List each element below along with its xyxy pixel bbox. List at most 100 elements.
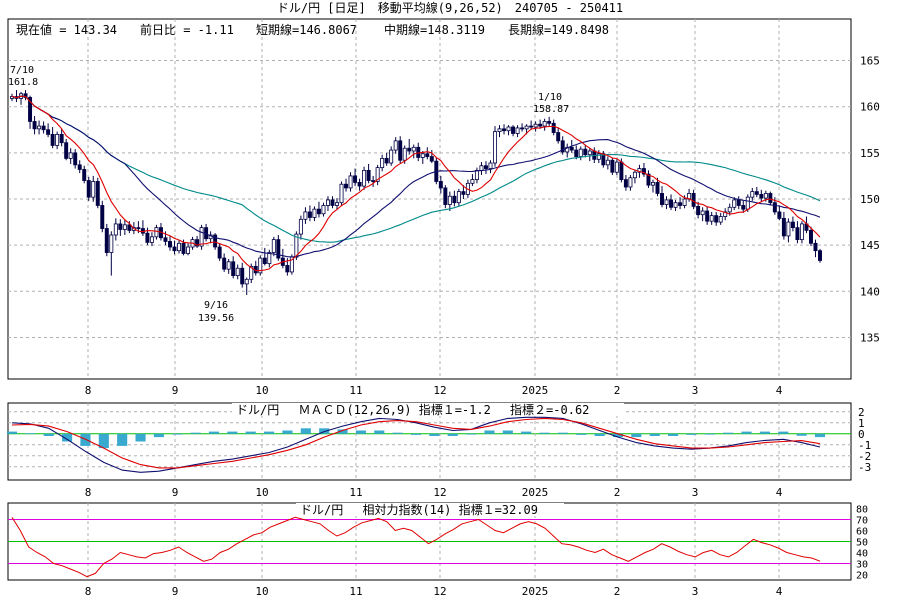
x-axis-month-label: 11 [349,384,362,397]
ma-mid-line [11,95,821,258]
candle-up [393,140,398,151]
price-y-axis: 135 140 145 150 155 160 165 [860,55,880,345]
annotation-high1-date: 7/10 [10,65,34,76]
x-axis-month-label: 2 [614,486,621,499]
price-y-tick-label: 135 [860,331,880,344]
x-axis-month-label: 11 [349,486,362,499]
price-y-tick-label: 165 [860,55,880,68]
candle-up [664,199,669,205]
x-axis-labels: 8 9 10 11 12 2025 2 3 4 8 9 10 11 12 2025 2 3 4 8 9 10 11 12 20… [85,384,783,598]
x-axis-month-label: 8 [85,384,92,397]
candle-down [217,246,222,259]
candle-up [565,146,570,153]
macd-histogram-bar [814,433,826,438]
candle-up [235,267,240,277]
candle-down [172,246,177,252]
candle-up [524,125,529,130]
macd-histogram-bar [594,433,605,436]
candle-down [759,193,764,199]
candle-down [696,205,701,216]
rsi-y-tick-label: 40 [856,549,868,560]
candle-up [298,218,303,235]
candle-down [569,146,574,151]
candle-down [691,193,696,207]
macd-y-axis: 210-1-2-3 [858,406,871,474]
macd-histogram-bar [62,433,73,442]
macd-histogram-bar [227,431,238,434]
candle-up [596,153,601,160]
x-axis-month-label: 8 [85,585,92,598]
candle-up [786,221,791,237]
candle-up [335,202,339,206]
macd-histogram-bar [723,432,734,434]
macd-histogram-bar [649,433,660,436]
macd-histogram-bar [337,429,348,434]
candle-up [91,181,96,198]
macd-title: ドル/円 ＭＡＣＤ(12,26,9) 指標１=-1.2 指標２=-0.62 [236,402,589,417]
candle-up [587,150,592,156]
candle-down [118,223,123,230]
candle-down [425,153,430,157]
rsi-y-tick-label: 60 [856,527,868,538]
candle-up [402,147,407,161]
candle-down [705,210,710,222]
candle-down [86,180,91,198]
candle-down [429,156,434,162]
x-axis-month-label: 9 [172,585,179,598]
chart-title: ドル/円 [日足] 移動平均線(9,26,52) 240705 - 250411 [277,0,623,15]
candle-up [750,191,755,198]
macd-plot [6,416,826,473]
candle-down [353,175,358,183]
candle-up [294,233,299,258]
macd-histogram-bar [759,431,770,434]
candle-down [366,169,371,181]
macd-histogram-bar [208,431,220,434]
candle-down [818,250,822,261]
candle-down [163,237,168,242]
macd-histogram-bar [484,430,495,434]
candle-up [605,159,610,166]
macd-histogram-bar [43,433,54,436]
candle-down [262,257,267,265]
candle-up [258,257,263,274]
macd-y-tick-label: 2 [858,406,865,419]
candle-up [122,224,127,230]
candle-up [578,148,583,157]
macd-y-tick-label: -1 [858,439,871,452]
candle-down [483,165,488,169]
candle-up [763,193,768,199]
candle-down [660,193,664,205]
rsi-line [11,516,821,578]
candle-down [619,161,624,181]
candle-up [628,177,633,188]
candle-up [632,171,637,179]
candle-up [362,169,367,187]
candle-down [398,140,403,161]
ma-short-line [11,95,821,272]
candle-up [447,195,452,205]
macd-histogram-bar [612,433,624,438]
candle-up [709,215,714,222]
candle-down [28,97,33,122]
macd-histogram-bar [6,431,18,434]
macd-histogram-bar [447,433,458,436]
candle-down [195,239,200,247]
candle-down [145,232,150,243]
candle-up [474,169,479,181]
macd-histogram-bar [392,432,403,434]
annotation-high2-date: 1/10 [538,92,562,103]
candle-down [538,123,543,127]
candle-up [614,161,619,173]
candle-down [574,149,579,157]
price-y-tick-label: 155 [860,147,880,160]
macd-histogram-bar [153,433,164,438]
candle-down [344,183,349,189]
candle-up [226,261,231,270]
candle-up [303,211,308,220]
candle-down [64,142,69,159]
candle-up [267,252,272,265]
candle-up [68,152,73,159]
candle-down [790,221,795,229]
